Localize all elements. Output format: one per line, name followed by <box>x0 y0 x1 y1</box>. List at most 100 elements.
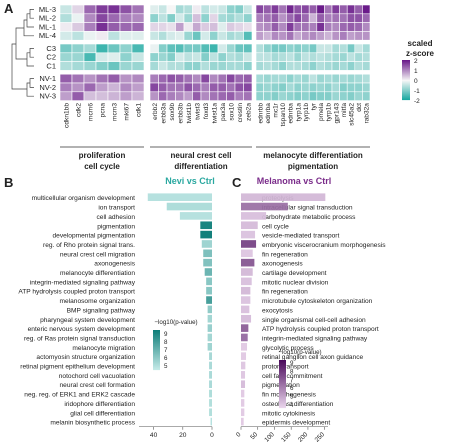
heatmap-cell <box>362 73 371 84</box>
heatmap-cell <box>183 61 193 71</box>
heatmap-cell <box>59 73 73 84</box>
bar-c-legend-color-step <box>279 403 286 405</box>
bar-b-category-label: iridophore differentiation <box>64 401 135 408</box>
bar-b-legend-color-step <box>153 360 160 362</box>
bar-b-legend-color-step <box>153 364 160 366</box>
heatmap-cell <box>192 31 202 41</box>
heatmap-cell <box>301 43 310 54</box>
heatmap-legend-color-step <box>402 76 410 78</box>
bar-c-legend-color-step <box>279 384 286 386</box>
bar-c-legend-color-step <box>279 382 286 384</box>
heatmap-cell <box>324 31 333 41</box>
heatmap-cell <box>278 22 287 32</box>
heatmap-cell <box>308 43 318 54</box>
heatmap-cell <box>183 91 193 101</box>
bar-b-bar <box>206 277 212 286</box>
heatmap-column-label: erbb2 <box>152 103 159 120</box>
heatmap-cell <box>293 73 302 84</box>
heatmap-cell <box>183 43 193 54</box>
heatmap-cell <box>95 91 109 101</box>
heatmap-cell <box>339 91 348 101</box>
heatmap-cell <box>308 73 318 84</box>
bar-c-legend-color-step <box>279 380 286 382</box>
bar-c-legend-color-step <box>279 381 286 383</box>
heatmap-cell <box>59 91 73 101</box>
heatmap-cell <box>346 31 356 41</box>
heatmap-cell <box>192 43 202 54</box>
heatmap-row-label: NV-2 <box>39 83 56 92</box>
heatmap-cell <box>316 31 325 41</box>
dendrogram-branch <box>29 48 34 58</box>
heatmap-cell <box>278 91 287 101</box>
bar-b-legend-color-step <box>153 366 160 368</box>
bar-b-bar <box>207 314 212 323</box>
heatmap-legend-color-step <box>402 86 410 88</box>
bar-b-legend-color-step <box>153 361 160 363</box>
bar-b-bar <box>166 202 212 211</box>
heatmap-cell <box>331 43 340 54</box>
heatmap-cell <box>149 52 159 62</box>
heatmap-cell <box>217 73 227 84</box>
bar-c-category-label: cell cycle <box>262 223 289 230</box>
heatmap-legend-color-step <box>402 83 410 85</box>
heatmap-cell <box>362 13 371 23</box>
bar-b-bar <box>206 286 212 295</box>
heatmap-cell <box>270 13 280 23</box>
heatmap-cell <box>209 91 219 101</box>
heatmap-cell <box>59 82 73 93</box>
heatmap-cell <box>95 22 109 32</box>
heatmap-column-label: tspan10 <box>280 103 287 127</box>
heatmap-cell <box>263 82 272 93</box>
heatmap-cell <box>71 61 85 71</box>
bar-c-category-label: microtubule cytoskeleton organization <box>262 298 373 305</box>
bar-c-bar <box>241 230 256 239</box>
heatmap-legend-color-step <box>402 89 410 91</box>
heatmap-cell <box>149 4 159 15</box>
heatmap-cell <box>183 13 193 23</box>
bar-c-category-label: fin morphogenesis <box>262 392 317 399</box>
heatmap-cell <box>243 13 253 23</box>
heatmap-cell <box>286 73 295 84</box>
bar-b-legend-color-step <box>153 355 160 357</box>
heatmap-cell <box>209 4 219 15</box>
heatmap-cell <box>226 43 236 54</box>
heatmap-cell <box>95 43 109 54</box>
bar-b-category-label: pharyngeal system development <box>40 317 135 324</box>
bar-b-legend-color-step <box>153 368 160 370</box>
heatmap-cell <box>362 91 371 101</box>
bar-c-legend-color-step <box>279 373 286 375</box>
heatmap-cell <box>339 61 348 71</box>
heatmap-cell <box>331 13 340 23</box>
heatmap-cell <box>183 31 193 41</box>
heatmap-cell <box>192 52 202 62</box>
heatmap-column-label: pcna <box>100 103 107 118</box>
heatmap-column-label: sox10 <box>228 103 235 121</box>
heatmap-cell <box>270 31 280 41</box>
heatmap-cell <box>200 22 210 32</box>
heatmap-column-label: erbb3b <box>177 103 184 124</box>
bar-c-category-label: vesicle-mediated transport <box>262 233 339 240</box>
bar-b-bar <box>209 352 212 360</box>
bar-b-legend-color-step <box>153 336 160 338</box>
bar-c-x-tick-label: 0 <box>235 431 243 439</box>
heatmap-cell <box>270 82 280 93</box>
bar-b-bar <box>204 268 212 276</box>
heatmap-cell <box>200 91 210 101</box>
heatmap-cell <box>226 31 236 41</box>
heatmap-column-label: slc45a2 <box>349 103 356 126</box>
heatmap-cell <box>131 4 145 15</box>
bar-c-legend-color-step <box>279 372 286 374</box>
heatmap-cell <box>131 82 145 93</box>
heatmap-cell <box>270 4 280 15</box>
bar-c-category-label: mitotic cytokinesis <box>262 410 316 417</box>
bar-c-category-label: carbohydrate metabolic process <box>262 214 356 221</box>
heatmap-cell <box>59 31 73 41</box>
bar-c-category-label: ATP hydrolysis coupled proton transport <box>262 326 379 333</box>
heatmap-cell <box>354 73 363 84</box>
bar-b-legend-tick: 8 <box>164 339 168 346</box>
heatmap-cell <box>175 22 185 32</box>
heatmap-group-label: proliferation <box>79 151 126 160</box>
heatmap-cell <box>59 4 73 15</box>
heatmap-cell <box>286 43 295 54</box>
